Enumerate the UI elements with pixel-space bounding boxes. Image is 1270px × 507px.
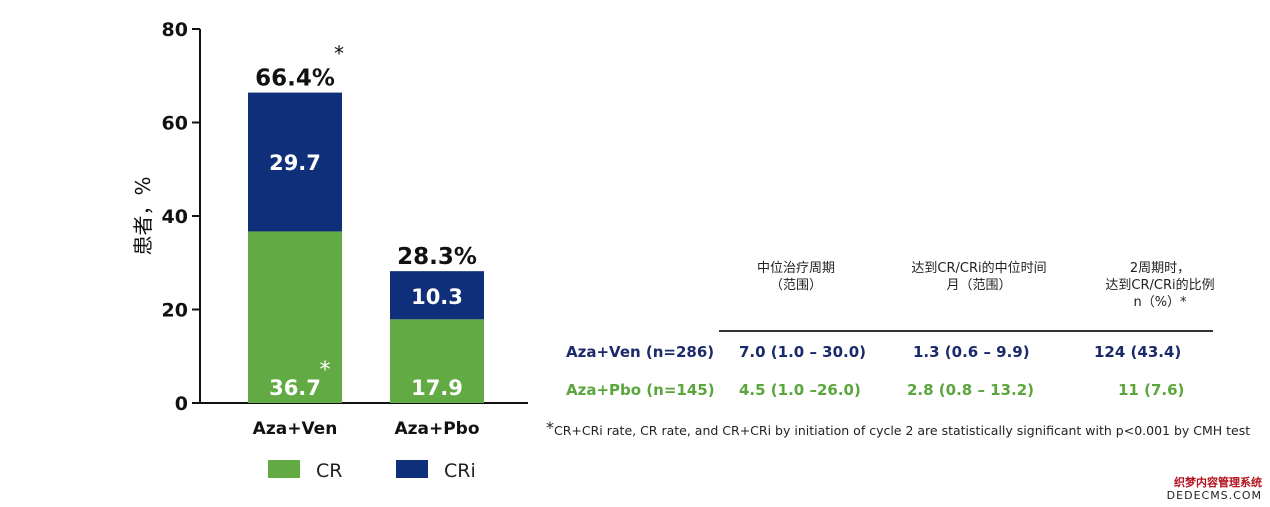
- table-header-line: 2周期时，: [1129, 261, 1191, 276]
- y-axis-label: 患者，%: [131, 176, 155, 255]
- bar-cr: [390, 319, 484, 403]
- table-row-group-label: Aza+Pbo (n=145): [566, 381, 715, 399]
- y-tick-label: 0: [175, 393, 188, 415]
- footnote: *CR+CRi rate, CR rate, and CR+CRi by ini…: [546, 418, 1250, 438]
- table-cell: 2.8 (0.8 – 13.2): [907, 381, 1035, 399]
- data-label-total: 28.3%: [397, 244, 477, 270]
- data-label-cri: 29.7: [269, 151, 321, 175]
- data-label-marker: *: [320, 358, 331, 383]
- watermark-domain: DEDECMS.COM: [1166, 489, 1262, 502]
- table-header-line: n（%）*: [1133, 295, 1187, 310]
- table-cell: 4.5 (1.0 –26.0): [739, 381, 861, 399]
- table-header-line: （范围）: [769, 278, 822, 293]
- table-cell: 124 (43.4): [1094, 343, 1182, 361]
- x-tick-label: Aza+Pbo: [394, 419, 479, 439]
- data-label-cr: 36.7: [269, 376, 321, 400]
- legend-label: CR: [316, 460, 342, 482]
- table-header-median-cycles: 中位治疗周期 （范围）: [738, 260, 854, 294]
- watermark-title: 织梦内容管理系统: [1174, 476, 1262, 489]
- y-tick-label: 80: [162, 19, 188, 41]
- y-tick-label: 40: [162, 206, 188, 228]
- x-tick-label: Aza+Ven: [253, 419, 338, 439]
- data-label-marker: *: [334, 42, 344, 66]
- legend-swatch: [396, 460, 428, 478]
- table-cell: 7.0 (1.0 – 30.0): [739, 343, 867, 361]
- data-label-cri: 10.3: [411, 285, 463, 309]
- stacked-bar-chart: 020406080患者，%36.7*29.766.4%*Aza+Ven17.91…: [131, 19, 528, 482]
- bar-cr: [248, 231, 342, 403]
- table-header-line: 达到CR/CRi的中位时间: [911, 261, 1047, 276]
- footnote-text: CR+CRi rate, CR rate, and CR+CRi by init…: [554, 423, 1251, 438]
- table-row-group-label: Aza+Ven (n=286): [566, 343, 715, 361]
- table-header-cycle2-rate: 2周期时， 达到CR/CRi的比例 n（%）*: [1088, 260, 1232, 311]
- table-header-line: 中位治疗周期: [756, 261, 835, 276]
- data-label-cr: 17.9: [411, 376, 463, 400]
- legend-label: CRi: [444, 460, 476, 482]
- table-cell: 11 (7.6): [1118, 381, 1185, 399]
- bar-cri: [390, 271, 484, 320]
- table-header-rule: [719, 330, 1213, 332]
- table-header-line: 月（范围）: [946, 278, 1012, 293]
- table-header-line: 达到CR/CRi的比例: [1105, 278, 1215, 293]
- legend-swatch: [268, 460, 300, 478]
- y-tick-label: 60: [162, 113, 188, 135]
- y-tick-label: 20: [162, 300, 188, 322]
- table-cell: 1.3 (0.6 – 9.9): [913, 343, 1030, 361]
- bar-cri: [248, 92, 342, 232]
- table-header-median-time: 达到CR/CRi的中位时间 月（范围）: [890, 260, 1068, 294]
- footnote-marker: *: [546, 418, 554, 437]
- data-label-total: 66.4%: [255, 66, 335, 92]
